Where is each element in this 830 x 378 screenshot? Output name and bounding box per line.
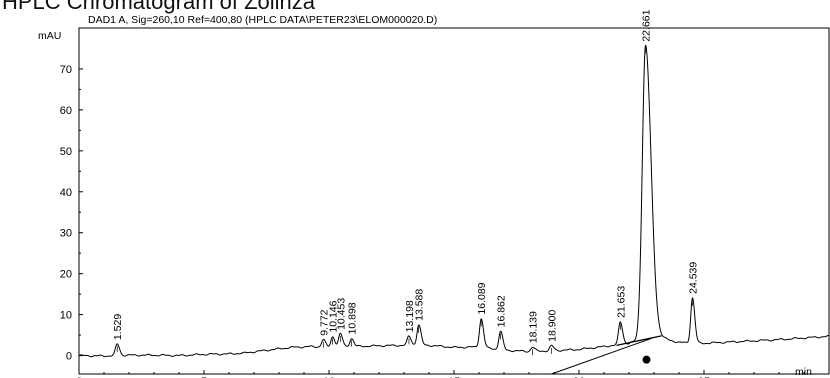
y-tick-label: 0 — [66, 351, 72, 363]
annotation-line — [551, 337, 652, 375]
y-tick-label: 40 — [60, 187, 72, 199]
peak-label: 16.089 — [476, 282, 488, 314]
x-tick-label: 20 — [573, 376, 585, 378]
peak-label: 18.139 — [527, 311, 539, 343]
peak-label: 22.661 — [641, 9, 653, 41]
figure-title: HPLC Chromatogram of Zolinza — [2, 0, 316, 14]
y-tick-label: 60 — [60, 105, 72, 117]
annotation-dot — [642, 355, 651, 364]
peak-label: 16.862 — [496, 295, 508, 327]
peak-label: 9.772 — [318, 309, 330, 335]
y-tick-label: 70 — [60, 64, 72, 76]
x-tick-label: 0 — [76, 376, 82, 378]
y-tick-label: 30 — [60, 228, 72, 240]
y-tick-label: 20 — [60, 269, 72, 281]
x-tick-label: 15 — [448, 376, 460, 378]
peak-label: 21.653 — [615, 286, 627, 318]
peak-label: 10.146 — [328, 300, 340, 332]
peak-label: 10.898 — [346, 302, 358, 334]
x-axis-unit: min — [795, 366, 812, 378]
y-tick-label: 50 — [60, 146, 72, 158]
x-tick-label: 5 — [201, 376, 207, 378]
x-tick-label: 10 — [323, 376, 335, 378]
axis-ticks: 0 10 20 30 40 50 60 70 0 5 10 15 20 25 — [60, 64, 830, 378]
peak-label: 10.453 — [335, 298, 347, 330]
peak-label: 18.900 — [547, 310, 559, 342]
peak-label: 13.588 — [414, 289, 426, 321]
x-tick-label: 25 — [698, 376, 710, 378]
plot-frame — [78, 27, 830, 375]
y-tick-label: 10 — [60, 310, 72, 322]
y-axis-unit: mAU — [38, 30, 62, 42]
peak-label: 13.198 — [404, 300, 416, 332]
integration-baseline — [616, 335, 662, 346]
signal-trace — [78, 44, 829, 358]
chart-title: DAD1 A, Sig=260,10 Ref=400,80 (HPLC DATA… — [88, 14, 438, 26]
peak-label: 1.529 — [112, 314, 124, 340]
peak-label: 24.539 — [687, 262, 699, 294]
baseline-annotations — [551, 335, 662, 375]
